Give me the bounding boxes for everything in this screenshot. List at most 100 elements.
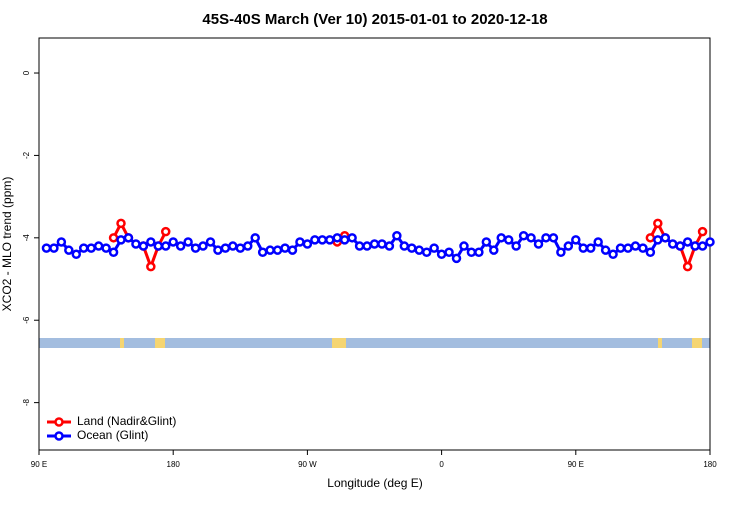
data-point — [682, 261, 693, 272]
land-patch — [120, 338, 124, 348]
data-point — [123, 233, 134, 243]
legend-label: Land (Nadir&Glint) — [77, 414, 176, 428]
data-point — [325, 235, 335, 245]
data-point — [146, 237, 156, 247]
y-tick-label: -6 — [22, 316, 31, 324]
data-point — [466, 247, 477, 257]
data-point — [235, 243, 246, 253]
data-point — [108, 247, 119, 257]
data-point — [436, 249, 447, 260]
data-point — [138, 241, 149, 251]
data-point — [697, 241, 708, 251]
data-point — [571, 235, 581, 245]
data-point — [690, 241, 700, 251]
data-point — [608, 249, 618, 260]
data-point — [362, 241, 372, 251]
land-patch — [658, 338, 662, 348]
data-point — [86, 243, 96, 253]
data-point — [593, 237, 603, 247]
data-point — [56, 237, 67, 247]
data-point — [645, 233, 656, 243]
data-point — [667, 239, 678, 249]
data-point — [160, 226, 171, 237]
land-patch — [692, 338, 702, 348]
data-point — [131, 239, 141, 249]
data-point — [653, 218, 663, 229]
data-point — [399, 241, 410, 251]
data-point — [623, 243, 633, 253]
ocean-band — [39, 338, 710, 348]
x-tick-label: 180 — [703, 460, 717, 469]
data-point — [332, 233, 342, 243]
data-point — [407, 243, 417, 253]
data-point — [183, 237, 193, 247]
data-point — [682, 237, 693, 247]
data-point — [429, 243, 439, 253]
data-point — [116, 218, 126, 229]
data-point — [116, 235, 126, 245]
data-point — [474, 247, 484, 257]
data-point — [78, 243, 89, 253]
data-point — [41, 243, 52, 253]
legend-label: Ocean (Glint) — [77, 428, 148, 442]
data-point — [578, 243, 589, 253]
data-point — [511, 241, 521, 251]
data-point — [496, 233, 506, 243]
x-tick-label: 90 W — [298, 460, 317, 469]
data-point — [168, 237, 178, 247]
data-point — [653, 235, 663, 245]
legend-swatch-point — [54, 417, 64, 427]
data-point — [541, 233, 551, 243]
data-point — [108, 233, 119, 243]
data-point — [205, 237, 216, 247]
y-tick-label: -4 — [22, 234, 31, 242]
data-point — [347, 233, 357, 243]
data-point — [548, 233, 559, 243]
data-point — [518, 231, 529, 241]
data-point — [220, 243, 231, 253]
data-point — [377, 239, 387, 249]
data-point — [354, 241, 365, 251]
data-point — [563, 241, 574, 251]
data-point — [272, 245, 283, 255]
data-point — [369, 239, 380, 249]
data-point — [645, 247, 656, 257]
x-tick-label: 180 — [167, 460, 181, 469]
data-point — [280, 243, 290, 253]
data-point — [421, 247, 432, 257]
data-point — [213, 245, 223, 255]
data-point — [160, 241, 171, 251]
y-tick-label: -8 — [22, 399, 31, 407]
data-point — [228, 241, 238, 251]
land-patch — [332, 338, 346, 348]
data-point — [600, 245, 611, 255]
surface-band — [39, 338, 710, 348]
legend-swatch-point — [54, 431, 64, 441]
data-point — [64, 245, 74, 255]
data-point — [615, 243, 626, 253]
land-patch — [155, 338, 165, 348]
x-tick-label: 0 — [439, 460, 444, 469]
data-point — [526, 233, 536, 243]
data-point — [146, 261, 156, 272]
x-tick-label: 90 E — [31, 460, 47, 469]
data-point — [49, 243, 59, 253]
data-point — [339, 235, 350, 245]
data-point — [451, 253, 462, 264]
data-point — [414, 245, 424, 255]
data-point — [257, 247, 268, 257]
data-point — [317, 235, 328, 245]
data-point — [250, 233, 260, 243]
data-point — [190, 243, 201, 253]
chart-title: 45S-40S March (Ver 10) 2015-01-01 to 202… — [202, 11, 547, 28]
data-point — [585, 243, 596, 253]
data-point — [705, 237, 715, 247]
data-point — [675, 241, 685, 251]
data-point — [302, 239, 313, 249]
data-point — [392, 231, 402, 241]
data-point — [93, 241, 104, 251]
data-point — [556, 247, 566, 257]
x-axis-label: Longitude (deg E) — [327, 476, 422, 490]
data-point — [489, 245, 499, 255]
